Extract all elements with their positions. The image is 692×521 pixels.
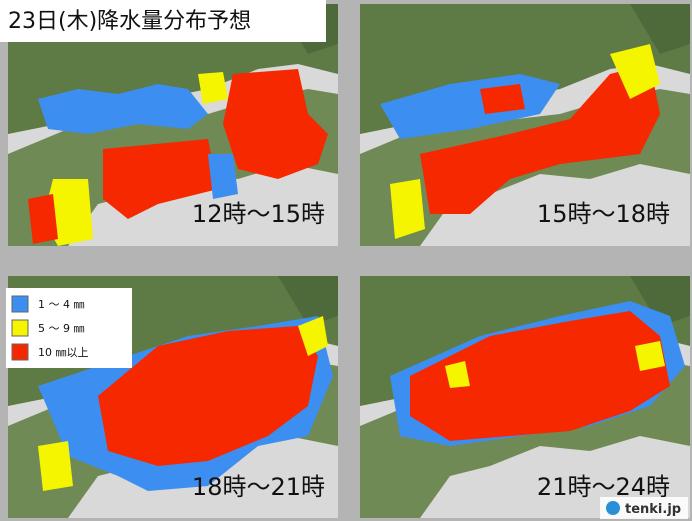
map-panel	[8, 4, 338, 246]
legend: 1 ～ 4 ㎜ 5 ～ 9 ㎜ 10 ㎜以上	[11, 295, 89, 361]
map-panel	[360, 276, 690, 518]
brand-icon	[606, 501, 620, 515]
brand-box	[600, 497, 688, 519]
panel-label: 21時～24時	[537, 473, 670, 501]
title-box	[0, 0, 326, 42]
legend-swatch	[11, 319, 29, 337]
map-panel	[360, 4, 690, 246]
legend-label: 1 ～ 4 ㎜	[38, 298, 85, 311]
legend-swatch	[11, 343, 29, 361]
title: 23日(木)降水量分布予想	[8, 9, 251, 34]
brand: tenki.jp	[625, 502, 681, 517]
panel-label: 12時～15時	[192, 200, 325, 228]
panel-label: 18時～21時	[192, 473, 325, 501]
legend-swatch	[11, 295, 29, 313]
legend-label: 10 ㎜以上	[38, 346, 89, 359]
legend-label: 5 ～ 9 ㎜	[38, 322, 85, 335]
map-panel	[8, 276, 338, 518]
panel-label: 15時～18時	[537, 200, 670, 228]
